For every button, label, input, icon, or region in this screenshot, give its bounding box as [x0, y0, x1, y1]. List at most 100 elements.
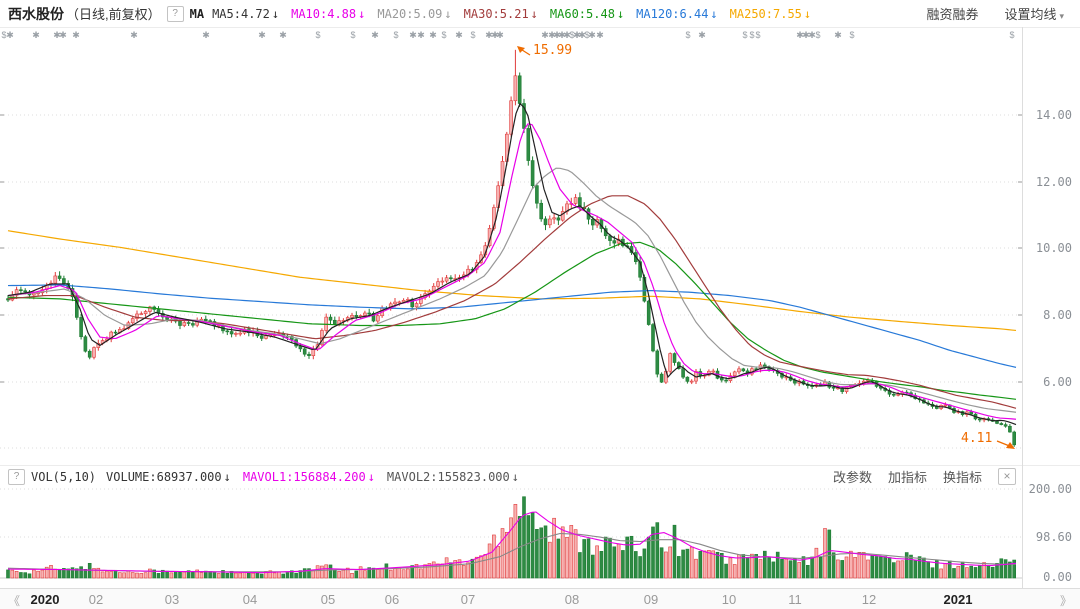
dividend-marker-icon[interactable]: $ [393, 30, 399, 40]
event-marker-icon[interactable]: ✱ [417, 30, 425, 40]
dividend-marker-icon[interactable]: $ [569, 30, 575, 40]
candlestick-canvas[interactable] [0, 27, 1080, 465]
volume-tick-label: 0.00 [1043, 570, 1072, 584]
price-tick-label: 10.00 [1035, 241, 1072, 255]
dividend-marker-icon[interactable]: $ [315, 30, 321, 40]
event-marker-icon[interactable]: ✱ [130, 30, 138, 40]
scroll-left-button[interactable]: 《 [8, 594, 21, 608]
event-marker-icon[interactable]: ✱ [698, 30, 706, 40]
ma-settings-label: 设置均线 [1004, 7, 1057, 22]
dividend-marker-icon[interactable]: $ [849, 30, 855, 40]
event-marker-icon[interactable]: ✱ [541, 30, 549, 40]
dividend-marker-icon[interactable]: $ [441, 30, 447, 40]
event-marker-icon[interactable]: ✱ [553, 30, 561, 40]
chevron-down-icon: ▾ [1059, 11, 1064, 21]
add-indicator-button[interactable]: 加指标 [887, 470, 927, 485]
volume-canvas[interactable] [0, 486, 1080, 588]
ma-settings-button[interactable]: 设置均线 ▾ [1004, 4, 1064, 23]
volume-chart[interactable]: 200.00 98.60 0.00 [0, 482, 1080, 588]
help-icon[interactable]: ? [166, 5, 184, 22]
month-label: 08 [564, 592, 580, 607]
event-marker-icon[interactable]: ✱ [409, 30, 417, 40]
price-tick-label: 6.00 [1043, 375, 1072, 389]
event-marker-icon[interactable]: ✱ [578, 30, 586, 40]
event-marker-icon[interactable]: ✱ [72, 30, 80, 40]
event-marker-icon[interactable]: ✱ [802, 30, 810, 40]
chart-mode-label: （日线,前复权） [66, 7, 161, 22]
event-marker-icon[interactable]: ✱ [808, 30, 816, 40]
dividend-marker-icon[interactable]: $ [815, 30, 821, 40]
event-marker-icon[interactable]: ✱ [491, 30, 499, 40]
event-marker-icon[interactable]: ✱ [558, 30, 566, 40]
vol-indicator-name: VOL(5,10) [31, 469, 97, 484]
event-marker-icon[interactable]: ✱ [202, 30, 210, 40]
down-arrow-icon: ↓ [616, 6, 625, 21]
event-marker-icon[interactable]: ✱ [455, 30, 463, 40]
axis-separator [1022, 27, 1023, 588]
event-marker-icon[interactable]: ✱ [59, 30, 67, 40]
main-price-chart[interactable]: $ ✱ ✱ ✱ ✱ ✱ ✱ ✱ ✱ ✱ $ $ ✱ $ ✱ ✱ ✱ $ ✱ $ ✱ ✱ ✱ ✱ ✱ ✱ ✱ ✱ $ ✱ ✱ $ ✱ ✱ $ ✱ $ $ $ ✱… [0, 27, 1080, 465]
month-label: 03 [164, 592, 180, 607]
year-label: 2020 [30, 592, 60, 607]
close-icon[interactable]: × [998, 468, 1016, 485]
event-marker-icon[interactable]: ✱ [834, 30, 842, 40]
vol-help-icon[interactable]: ? [8, 468, 25, 485]
dividend-marker-icon[interactable]: $ [685, 30, 691, 40]
event-marker-icon[interactable]: ✱ [32, 30, 40, 40]
event-marker-icon[interactable]: ✱ [588, 30, 596, 40]
month-label: 10 [721, 592, 737, 607]
down-arrow-icon: ↓ [511, 469, 519, 484]
event-marker-icon[interactable]: ✱ [496, 30, 504, 40]
dividend-marker-icon[interactable]: $ [755, 30, 761, 40]
dividend-marker-icon[interactable]: $ [742, 30, 748, 40]
month-label: 06 [384, 592, 400, 607]
event-marker-icon[interactable]: ✱ [796, 30, 804, 40]
margin-trading-link[interactable]: 融资融券 [926, 7, 979, 22]
down-arrow-icon: ↓ [530, 6, 538, 21]
down-arrow-icon: ↓ [803, 6, 812, 21]
legend-item: MA5:4.72 ↓ [212, 6, 280, 21]
volume-header: ? VOL(5,10) VOLUME:68937.000 ↓ MAVOL1:1568… [0, 465, 1080, 487]
down-arrow-icon: ↓ [358, 6, 366, 21]
event-marker-icon[interactable]: ✱ [548, 30, 556, 40]
month-label: 02 [88, 592, 104, 607]
scroll-right-button[interactable]: 》 [1059, 594, 1072, 608]
event-marker-icon[interactable]: ✱ [6, 30, 14, 40]
down-arrow-icon: ↓ [444, 6, 452, 21]
dividend-marker-icon[interactable]: $ [350, 30, 356, 40]
down-arrow-icon: ↓ [271, 6, 280, 21]
dividend-marker-icon[interactable]: $ [584, 30, 590, 40]
header-actions: 融资融券 设置均线 ▾ [926, 4, 1080, 23]
legend-item: MA20:5.09 ↓ [377, 6, 452, 21]
switch-indicator-button[interactable]: 换指标 [942, 470, 982, 485]
event-marker-icon[interactable]: ✱ [563, 30, 571, 40]
event-marker-icon[interactable]: ✱ [258, 30, 266, 40]
event-marker-icon[interactable]: ✱ [573, 30, 581, 40]
month-label: 12 [861, 592, 877, 607]
price-tick-label: 12.00 [1035, 175, 1072, 189]
year-label: 2021 [943, 592, 973, 607]
date-axis: 《 2020 02 03 04 05 06 07 08 09 10 11 12 2021 》 [0, 588, 1080, 609]
dividend-marker-icon[interactable]: $ [470, 30, 476, 40]
event-marker-icon[interactable]: ✱ [53, 30, 61, 40]
month-label: 11 [788, 592, 802, 607]
down-arrow-icon: ↓ [710, 6, 718, 21]
legend-item: MAVOL1:156884.200 ↓ [242, 469, 375, 484]
indicator-name: MA [189, 6, 205, 21]
event-marker-icon[interactable]: ✱ [429, 30, 437, 40]
event-marker-icon[interactable]: ✱ [371, 30, 379, 40]
price-tick-label: 8.00 [1043, 308, 1072, 322]
chart-header: 西水股份 （日线,前复权） ? MA MA5:4.72 ↓ MA10:4.88 ↓ MA… [0, 0, 1080, 28]
change-params-button[interactable]: 改参数 [832, 470, 872, 485]
event-marker-icon[interactable]: ✱ [279, 30, 287, 40]
month-label: 07 [460, 592, 476, 607]
price-tick-label: 14.00 [1035, 108, 1072, 122]
dividend-marker-icon[interactable]: $ [1009, 30, 1015, 40]
legend-item: MA120:6.44 ↓ [636, 6, 718, 21]
dividend-marker-icon[interactable]: $ [1, 30, 7, 40]
volume-tick-label: 200.00 [1028, 482, 1072, 496]
event-marker-icon[interactable]: ✱ [485, 30, 493, 40]
dividend-marker-icon[interactable]: $ [749, 30, 755, 40]
event-marker-icon[interactable]: ✱ [596, 30, 604, 40]
ma-legend: MA5:4.72 ↓ MA10:4.88 ↓ MA20:5.09 ↓ MA30:5.21 ↓ M… [212, 5, 823, 23]
